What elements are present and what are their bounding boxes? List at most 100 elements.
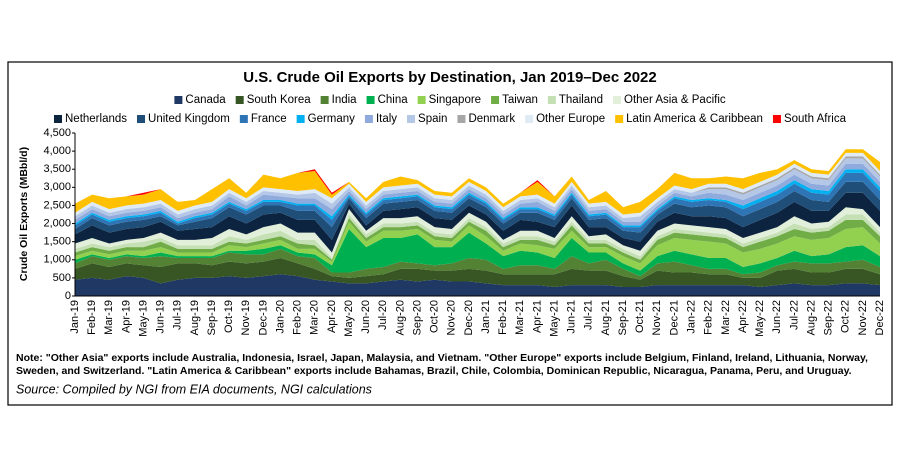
x-tick-label: Jul-20 — [377, 300, 389, 330]
x-tick-label: Jun-20 — [360, 300, 372, 334]
x-tick-label: Oct-20 — [429, 300, 441, 333]
area — [75, 172, 880, 233]
legend-label: Latin America & Caribbean — [626, 113, 763, 125]
legend-swatch — [613, 96, 622, 104]
area — [75, 181, 880, 242]
x-tick-label: Jan-19 — [69, 300, 81, 334]
x-tick-label: Nov-22 — [857, 300, 869, 335]
area — [75, 192, 880, 253]
legend-swatch — [491, 96, 500, 104]
x-tick-label: Jun-21 — [566, 300, 578, 334]
x-tick-label: Aug-19 — [189, 300, 201, 335]
x-tick-label: Mar-19 — [103, 300, 115, 335]
x-tick-label: Mar-20 — [309, 300, 321, 335]
x-tick-label: Dec-19 — [257, 300, 269, 335]
x-tick-label: Jan-22 — [686, 300, 698, 334]
x-tick-label: Nov-19 — [240, 300, 252, 335]
y-tick-label: 2,000 — [43, 217, 71, 229]
x-tick-label: Dec-20 — [463, 300, 475, 335]
x-tick-label: May-21 — [548, 300, 560, 337]
y-tick-label: 0 — [65, 290, 71, 302]
x-tick-label: Aug-20 — [394, 300, 406, 335]
legend-swatch — [364, 115, 373, 123]
area — [75, 214, 880, 260]
note: Note: "Other Asia" exports include Austr… — [16, 352, 868, 364]
x-tick-label: Jul-21 — [583, 300, 595, 330]
y-tick-label: 2,500 — [43, 199, 71, 211]
x-tick-label: Sep-20 — [411, 300, 423, 335]
legend-swatch — [615, 115, 624, 123]
x-tick-label: Aug-21 — [600, 300, 612, 335]
legend-label: Thailand — [559, 94, 603, 106]
y-tick-label: 1,000 — [43, 254, 71, 266]
x-tick-label: Apr-19 — [120, 300, 132, 333]
y-tick-label: 4,000 — [43, 145, 71, 157]
y-tick-label: 1,500 — [43, 236, 71, 248]
legend-row: Netherlands United Kingdom France Germany It… — [54, 113, 847, 125]
area — [75, 218, 880, 264]
x-tick-label: Jan-21 — [480, 300, 492, 334]
x-tick-label: Sep-19 — [206, 300, 218, 335]
legend-label: India — [332, 94, 358, 106]
x-tick-label: May-20 — [343, 300, 355, 337]
legend-swatch — [366, 96, 375, 104]
legend-label: Other Europe — [536, 113, 605, 125]
legend-label: Singapore — [429, 94, 481, 106]
x-tick-label: Apr-20 — [326, 300, 338, 333]
area — [75, 163, 880, 226]
source: Source: Compiled by NGI from EIA documen… — [16, 382, 372, 396]
legend-label: South Korea — [247, 94, 312, 106]
legend-label: South Africa — [784, 113, 847, 125]
x-tick-label: May-19 — [137, 300, 149, 337]
area — [75, 221, 880, 271]
legend-swatch — [772, 115, 781, 123]
x-tick-label: Feb-20 — [292, 300, 304, 335]
area — [75, 274, 880, 296]
legend-label: Spain — [418, 113, 447, 125]
y-tick-label: 3,000 — [43, 181, 71, 193]
x-tick-label: Sep-21 — [617, 300, 629, 335]
area — [75, 149, 880, 215]
x-tick-label: Mar-22 — [720, 300, 732, 335]
legend-swatch — [457, 115, 466, 123]
x-tick-label: Apr-22 — [737, 300, 749, 333]
x-tick-label: Sep-22 — [823, 300, 835, 335]
legend-swatch — [547, 96, 556, 104]
legend-swatch — [407, 115, 416, 123]
legend-swatch — [525, 115, 534, 123]
x-tick-label: Nov-21 — [651, 300, 663, 335]
y-tick-label: 3,500 — [43, 163, 71, 175]
legend-row: Canada South Korea India China Singapore Taiw… — [174, 94, 726, 106]
legend-label: Netherlands — [65, 113, 127, 125]
area — [75, 207, 880, 258]
x-tick-label: Jan-20 — [274, 300, 286, 334]
legend-swatch — [417, 96, 426, 104]
legend-label: Canada — [185, 94, 226, 106]
x-tick-label: Oct-19 — [223, 300, 235, 333]
legend-label: Other Asia & Pacific — [624, 94, 726, 106]
x-tick-label: Nov-20 — [446, 300, 458, 335]
chart-title: U.S. Crude Oil Exports by Destination, J… — [243, 69, 657, 86]
legend-label: China — [378, 94, 409, 106]
area — [75, 228, 880, 277]
x-tick-label: Feb-22 — [703, 300, 715, 335]
legend-label: Italy — [376, 113, 397, 125]
x-tick-label: Apr-21 — [531, 300, 543, 333]
area — [75, 152, 880, 219]
legend-swatch — [54, 115, 62, 123]
x-tick-label: Jun-22 — [771, 300, 783, 334]
legend-label: United Kingdom — [148, 113, 230, 125]
x-tick-label: Oct-21 — [634, 300, 646, 333]
x-tick-label: Mar-21 — [514, 300, 526, 335]
x-tick-label: Dec-22 — [874, 300, 886, 335]
y-tick-label: 4,500 — [43, 127, 71, 139]
legend-swatch — [320, 96, 329, 104]
legend-swatch — [137, 115, 146, 123]
y-tick-label: 500 — [53, 272, 71, 284]
x-tick-label: Dec-21 — [668, 300, 680, 335]
x-tick-label: Feb-21 — [497, 300, 509, 335]
legend-label: Taiwan — [502, 94, 538, 106]
area — [75, 169, 880, 228]
legend-swatch — [239, 115, 248, 123]
